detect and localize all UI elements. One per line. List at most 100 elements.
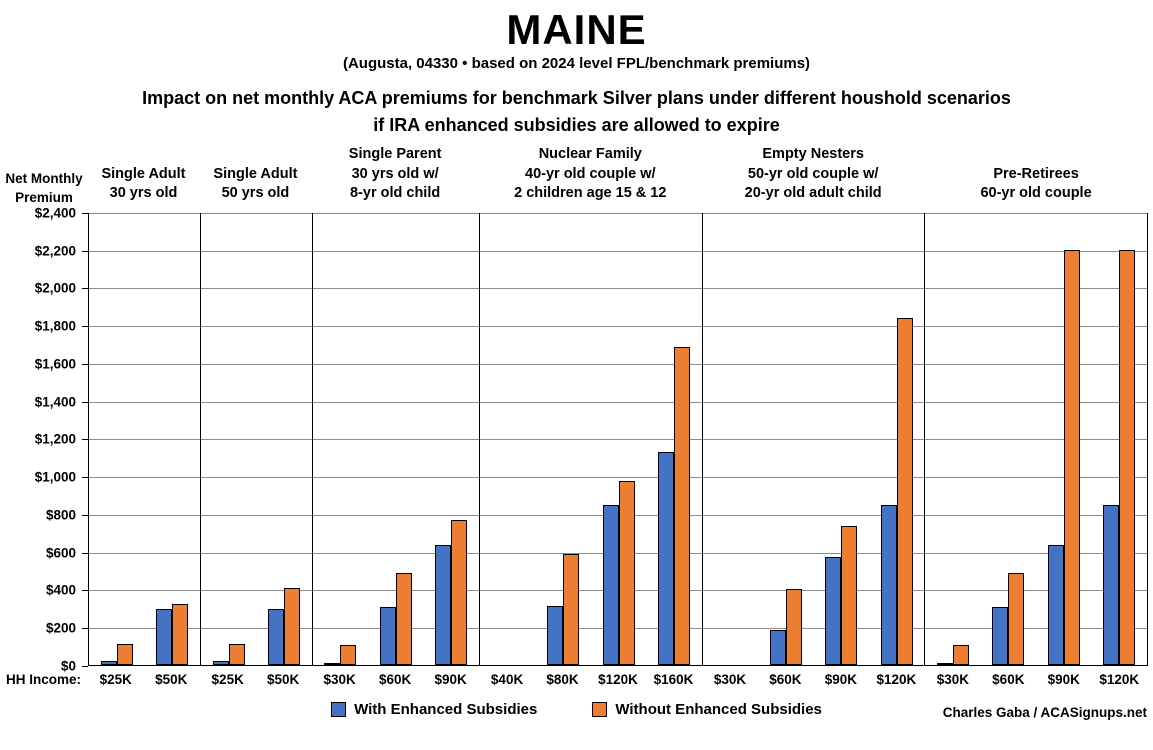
bar-with-enhanced-subsidies [100, 660, 117, 665]
bar-pair [156, 603, 189, 665]
y-axis: $0 $200 $400 $600 $800 $1,000 $1,200 $1,400 $1,6… [0, 205, 88, 673]
bar-without-enhanced-subsidies [228, 643, 245, 665]
income-label: $30K [713, 671, 747, 687]
income-label: $120K [1099, 671, 1140, 687]
category-slot [201, 213, 256, 665]
y-axis-tick [82, 401, 88, 403]
bar-without-enhanced-subsidies [340, 644, 357, 665]
group-header-3: Nuclear Family 40-yr old couple w/2 child… [479, 145, 702, 204]
bar-pair [547, 553, 580, 665]
y-axis-tick-label: $1,000 [34, 469, 76, 485]
bar-with-enhanced-subsidies [602, 504, 619, 665]
gridline [89, 250, 1148, 252]
bar-without-enhanced-subsidies [283, 587, 300, 665]
y-axis-tick [82, 590, 88, 592]
y-axis-tick [82, 665, 88, 667]
group-header-line: Single Adult [101, 165, 186, 182]
bar-without-enhanced-subsidies [172, 603, 189, 665]
income-label: $160K [653, 671, 694, 687]
category-slot [144, 213, 199, 665]
bar-without-enhanced-subsidies [785, 588, 802, 665]
bar-with-enhanced-subsidies [825, 556, 842, 665]
bar-with-enhanced-subsidies [435, 544, 452, 665]
y-axis-tick-label: $1,200 [34, 431, 76, 447]
gridline [89, 288, 1148, 290]
bar-pair [267, 587, 300, 665]
category-slot [1092, 213, 1147, 665]
bar-pair [379, 572, 412, 665]
y-axis-tick-label: $800 [45, 507, 76, 523]
bar-pair [1103, 249, 1136, 665]
gridline [89, 439, 1148, 441]
chart-description: Impact on net monthly ACA premiums for b… [0, 85, 1153, 139]
bar-with-enhanced-subsidies [937, 662, 954, 665]
plot-area [88, 212, 1149, 666]
category-slot [813, 213, 868, 665]
y-axis-tick-label: $2,400 [34, 205, 76, 221]
category-slot [591, 213, 646, 665]
income-labels-row: $25K $50K $25K $50K $30K $60K $90K $40K $80K $120… [88, 666, 1148, 687]
category-slot [646, 213, 701, 665]
bar-with-enhanced-subsidies [267, 608, 284, 665]
income-label-group-0: $25K $50K [88, 672, 200, 687]
category-slot [703, 213, 758, 665]
y-axis-tick [82, 628, 88, 630]
gridline [89, 212, 1148, 214]
bar-without-enhanced-subsidies [896, 317, 913, 665]
legend-label: With Enhanced Subsidies [354, 700, 538, 718]
description-line-1: Impact on net monthly ACA premiums for b… [142, 88, 1011, 109]
bar-with-enhanced-subsidies [657, 451, 674, 665]
category-slot [424, 213, 479, 665]
bar-without-enhanced-subsidies [451, 519, 468, 665]
bar-pair [435, 519, 468, 665]
bar-pair [212, 643, 245, 665]
income-label: $60K [378, 671, 412, 687]
group-header-line: Empty Nesters [762, 146, 864, 163]
y-axis-tick [82, 363, 88, 365]
category-slot [89, 213, 144, 665]
category-slot [368, 213, 423, 665]
income-label: $25K [99, 671, 132, 687]
y-axis-tick-label: $600 [45, 545, 76, 561]
y-axis-tick-label: $1,800 [34, 318, 76, 334]
income-label-group-2: $30K $60K $90K [312, 672, 479, 687]
y-axis-tick [82, 477, 88, 479]
category-slot [981, 213, 1036, 665]
income-label-group-5: $30K $60K $90K $120K [925, 672, 1148, 687]
chart-subtitle: (Augusta, 04330 • based on 2024 level FP… [342, 55, 811, 73]
bar-without-enhanced-subsidies [841, 525, 858, 665]
group-panel-2 [313, 212, 480, 665]
description-line-2: if IRA enhanced subsidies are allowed to… [373, 115, 780, 136]
group-header-line: 2 children age 15 & 12 [514, 185, 667, 202]
bar-without-enhanced-subsidies [1119, 249, 1136, 665]
income-label: $90K [1047, 671, 1080, 687]
category-slot [869, 213, 924, 665]
y-axis-tick-label: $1,400 [34, 394, 76, 410]
income-label: $50K [155, 671, 188, 687]
gridline [89, 477, 1148, 479]
chart-area: Net Monthly Premium Single Adult 30 yrs o… [0, 145, 1153, 687]
group-panel-4 [703, 212, 926, 665]
bar-pair [1047, 249, 1080, 665]
group-header-line: 60-yr old couple [980, 185, 1092, 202]
chart-title: MAINE [506, 6, 647, 53]
group-header-line: Single Parent [348, 146, 442, 163]
bar-without-enhanced-subsidies [563, 553, 580, 665]
income-label: $60K [769, 671, 802, 687]
group-panel-1 [201, 212, 313, 665]
category-slot [535, 213, 590, 665]
group-panel-0 [89, 212, 201, 665]
income-label: $60K [992, 671, 1025, 687]
legend-item: With Enhanced Subsidies [331, 701, 537, 718]
bar-with-enhanced-subsidies [992, 606, 1009, 665]
y-axis-tick [82, 212, 88, 214]
income-label: $90K [824, 671, 858, 687]
group-header-line: Nuclear Family [538, 146, 642, 163]
group-header-line: Single Adult [213, 165, 298, 182]
group-panel-3 [480, 212, 703, 665]
group-header-1: Single Adult 50 yrs old [200, 165, 312, 204]
group-panel-5 [925, 212, 1149, 665]
bar-without-enhanced-subsidies [618, 480, 635, 665]
group-header-4: Empty Nesters 50-yr old couple w/20-yr ol… [702, 145, 925, 204]
